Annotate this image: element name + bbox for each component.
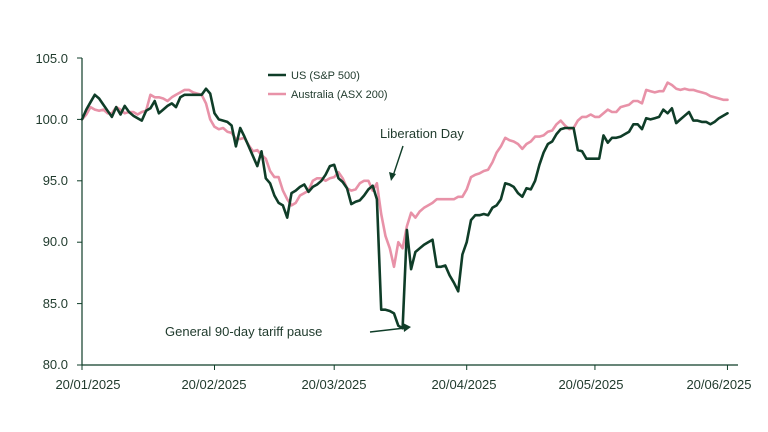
x-tick-label: 20/06/2025 bbox=[686, 377, 751, 392]
annotation-arrow bbox=[369, 327, 406, 333]
legend-label-us: US (S&P 500) bbox=[291, 70, 360, 82]
x-tick-label: 20/03/2025 bbox=[301, 377, 366, 392]
annotation-arrow bbox=[392, 145, 404, 177]
y-tick-label: 100.0 bbox=[35, 112, 68, 127]
y-tick-label: 105.0 bbox=[35, 51, 68, 66]
y-tick-label: 90.0 bbox=[43, 234, 68, 249]
x-tick-label: 20/02/2025 bbox=[181, 377, 246, 392]
y-tick-label: 95.0 bbox=[43, 173, 68, 188]
legend: US (S&P 500) Australia (ASX 200) bbox=[268, 70, 388, 101]
series-line-us-sp500 bbox=[80, 87, 729, 330]
x-tick-label: 20/05/2025 bbox=[558, 377, 623, 392]
annotation-text: Liberation Day bbox=[380, 126, 464, 141]
x-tick-label: 20/01/2025 bbox=[55, 377, 120, 392]
y-tick-label: 85.0 bbox=[43, 296, 68, 311]
y-tick-labels: 80.0 85.0 90.0 95.0 100.0 105.0 bbox=[35, 51, 68, 372]
x-tick-labels: 20/01/2025 20/02/2025 20/03/2025 20/04/2… bbox=[55, 377, 751, 392]
y-tick-label: 80.0 bbox=[43, 357, 68, 372]
annotation-text: General 90-day tariff pause bbox=[165, 324, 322, 339]
series-line-australia-asx200 bbox=[80, 81, 729, 269]
legend-label-australia: Australia (ASX 200) bbox=[291, 89, 388, 101]
arrowhead-icon bbox=[389, 172, 396, 181]
annotation-tariff-pause: General 90-day tariff pause bbox=[165, 323, 411, 339]
x-tick-label: 20/04/2025 bbox=[431, 377, 496, 392]
annotation-liberation-day: Liberation Day bbox=[380, 126, 464, 181]
arrowhead-icon bbox=[403, 323, 411, 332]
